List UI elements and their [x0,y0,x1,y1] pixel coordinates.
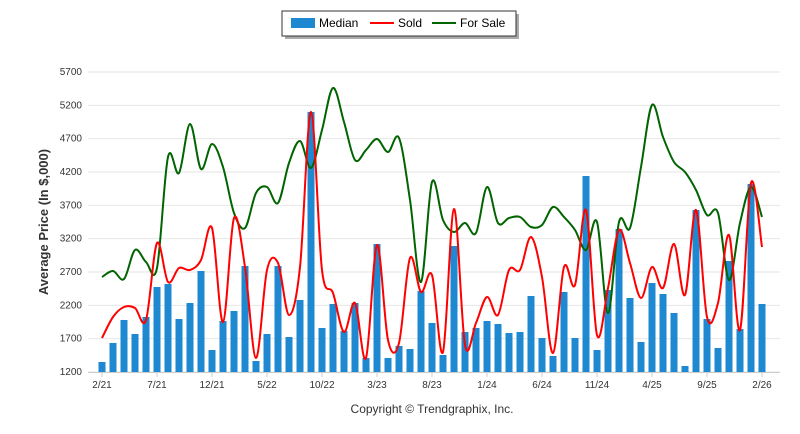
median-bar [175,319,183,372]
lines [101,86,763,360]
median-bar [208,350,216,372]
median-bar [351,303,359,372]
median-bar [307,112,315,372]
median-bar [109,343,117,372]
y-axis-title: Average Price (In $,000) [36,149,51,295]
median-bar [439,355,447,372]
y-tick-label: 4700 [60,134,83,145]
median-bar [120,320,128,372]
x-tick-label: 12/21 [199,380,224,391]
median-bar [615,229,623,372]
x-tick-label: 6/24 [532,380,552,391]
median-bar [197,271,205,372]
median-bar [318,328,326,372]
median-bar [593,350,601,372]
median-bar [428,323,436,372]
median-bar [604,290,612,372]
median-bar [516,332,524,372]
median-bar [626,298,634,372]
legend: Median Sold For Sale [281,10,519,39]
median-bar [648,283,656,372]
median-bar [406,349,414,372]
median-bar [362,358,370,372]
x-tick-label: 7/21 [147,380,167,391]
median-bar [670,313,678,372]
legend-median-label: Median [319,16,358,30]
y-tick-label: 5700 [60,67,83,78]
legend-sold-label: Sold [398,16,422,30]
x-tick-label: 8/23 [422,380,442,391]
median-bar [637,342,645,372]
median-bar [417,291,425,372]
median-bar [472,328,480,372]
median-bar [703,319,711,372]
y-tick-label: 2200 [60,300,83,311]
median-bar [153,287,161,372]
median-bar [98,362,106,372]
x-tick-label: 2/26 [752,380,772,391]
median-bar [340,331,348,372]
x-tick-label: 4/25 [642,380,662,391]
median-bar [252,361,260,372]
median-bar [131,334,139,372]
median-bar [527,296,535,372]
y-tick-label: 4200 [60,167,83,178]
y-tick-label: 2700 [60,267,83,278]
median-bar [747,184,755,372]
x-tick-label: 1/24 [477,380,497,391]
y-tick-label: 1700 [60,334,83,345]
median-bar [461,332,469,372]
median-bar [494,324,502,372]
median-bar [538,338,546,372]
y-tick-label: 3700 [60,200,83,211]
median-bar [219,321,227,372]
x-tick-label: 11/24 [585,380,610,391]
median-bar [725,261,733,372]
median-bar [274,266,282,372]
median-bar [285,337,293,372]
copyright: Copyright © Trendgraphix, Inc. [351,402,514,416]
y-tick-label: 5200 [60,100,83,111]
median-bar [186,303,194,372]
legend-median-swatch [291,18,315,28]
median-bar [571,338,579,372]
median-bar [560,292,568,372]
median-bar [758,304,766,372]
median-bar [450,246,458,372]
median-bar [505,333,513,372]
median-bar [681,366,689,372]
x-tick-label: 3/23 [367,380,387,391]
median-bar [384,358,392,372]
y-tick-label: 3200 [60,234,83,245]
median-bar [395,346,403,372]
median-bar [230,311,238,372]
for-sale-line [101,86,763,315]
median-bar [329,304,337,372]
x-axis-ticks: 2/21 7/21 12/21 5/22 10/22 3/23 8/23 1/24 6/24 11… [92,372,772,391]
median-bar [296,300,304,372]
median-bar [582,176,590,372]
median-bar [142,317,150,372]
median-bar [714,348,722,372]
x-tick-label: 5/22 [257,380,277,391]
median-bar [263,334,271,372]
x-tick-label: 2/21 [92,380,112,391]
median-bar [659,294,667,372]
median-bars [98,112,766,372]
median-bar [549,356,557,372]
median-bar [692,210,700,372]
median-bar [483,321,491,372]
median-bar [373,244,381,372]
y-axis-ticks: 1200 1700 2200 2700 3200 3700 4200 4700 5200 5700 [60,67,83,378]
x-tick-label: 10/22 [309,380,334,391]
x-tick-label: 9/25 [697,380,717,391]
median-bar [164,284,172,372]
legend-for-sale-label: For Sale [460,16,506,30]
sold-line [101,110,763,360]
median-bar [736,329,744,372]
y-tick-label: 1200 [60,367,83,378]
median-bar [241,266,249,372]
